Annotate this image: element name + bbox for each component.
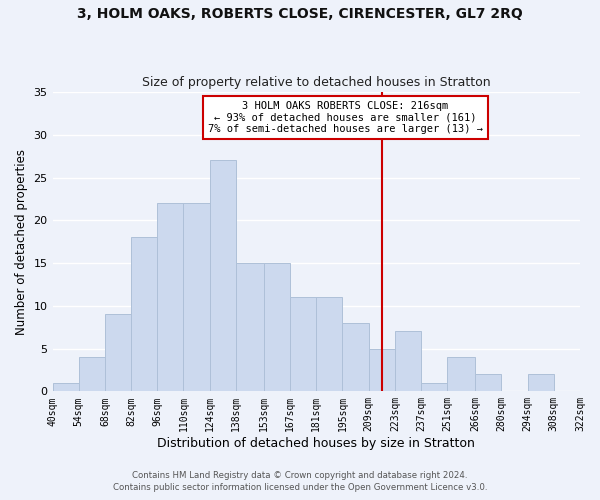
- Bar: [290, 298, 316, 392]
- Y-axis label: Number of detached properties: Number of detached properties: [15, 148, 28, 334]
- Bar: [447, 357, 475, 392]
- Bar: [395, 332, 421, 392]
- Bar: [209, 160, 236, 392]
- Text: 3 HOLM OAKS ROBERTS CLOSE: 216sqm
← 93% of detached houses are smaller (161)
7% : 3 HOLM OAKS ROBERTS CLOSE: 216sqm ← 93% …: [208, 101, 483, 134]
- Bar: [264, 263, 290, 392]
- Text: Contains HM Land Registry data © Crown copyright and database right 2024.
Contai: Contains HM Land Registry data © Crown c…: [113, 471, 487, 492]
- X-axis label: Distribution of detached houses by size in Stratton: Distribution of detached houses by size …: [157, 437, 475, 450]
- Title: Size of property relative to detached houses in Stratton: Size of property relative to detached ho…: [142, 76, 491, 90]
- Bar: [184, 203, 209, 392]
- Text: 3, HOLM OAKS, ROBERTS CLOSE, CIRENCESTER, GL7 2RQ: 3, HOLM OAKS, ROBERTS CLOSE, CIRENCESTER…: [77, 8, 523, 22]
- Bar: [343, 323, 368, 392]
- Bar: [79, 357, 105, 392]
- Bar: [105, 314, 131, 392]
- Bar: [527, 374, 554, 392]
- Bar: [316, 298, 343, 392]
- Bar: [580, 383, 600, 392]
- Bar: [368, 348, 395, 392]
- Bar: [236, 263, 264, 392]
- Bar: [421, 383, 447, 392]
- Bar: [131, 238, 157, 392]
- Bar: [53, 383, 79, 392]
- Bar: [157, 203, 184, 392]
- Bar: [475, 374, 502, 392]
